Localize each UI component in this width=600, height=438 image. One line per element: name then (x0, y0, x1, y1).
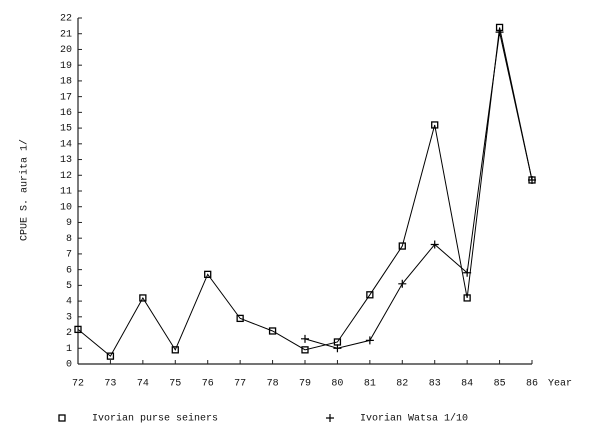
data-point (430, 240, 439, 249)
legend-label: Ivorian Watsa 1/10 (360, 413, 468, 425)
x-tick-label: 76 (202, 379, 214, 390)
legend-marker (326, 414, 334, 422)
data-point (333, 344, 342, 353)
x-tick-label: 78 (267, 379, 279, 390)
x-tick-label: 82 (396, 379, 408, 390)
x-tick-label: 81 (364, 379, 376, 390)
y-tick-label: 13 (60, 155, 72, 166)
x-tick-label: 74 (137, 379, 149, 390)
y-tick-label: 18 (60, 77, 72, 88)
series-line (304, 32, 533, 349)
data-point (431, 121, 439, 129)
y-tick-label: 12 (60, 171, 72, 182)
y-tick-label: 8 (66, 234, 72, 245)
data-point (139, 294, 147, 302)
data-point (365, 336, 374, 345)
y-tick-label: 2 (66, 328, 72, 339)
y-tick-label: 0 (66, 360, 72, 371)
x-tick-label: 73 (104, 379, 116, 390)
y-tick-label: 22 (60, 14, 72, 25)
data-point (398, 242, 406, 250)
y-tick-label: 9 (66, 218, 72, 229)
x-tick-label: 86 (526, 379, 538, 390)
x-tick-label: 80 (331, 379, 343, 390)
data-point (366, 291, 374, 299)
data-point (74, 325, 82, 334)
x-tick-label: 72 (72, 379, 84, 390)
data-point (268, 327, 277, 335)
x-tick-label: 84 (461, 379, 473, 390)
y-tick-label: 4 (66, 297, 72, 308)
y-tick-label: 19 (60, 61, 72, 72)
x-tick-label: 85 (494, 379, 506, 390)
data-point (171, 346, 179, 354)
x-tick-label: 83 (429, 379, 441, 390)
legend-marker (58, 414, 66, 422)
y-tick-label: 20 (60, 45, 72, 56)
y-tick-label: 15 (60, 124, 72, 135)
x-tick-label: 77 (234, 379, 246, 390)
data-point (106, 352, 115, 360)
y-tick-label: 14 (60, 139, 72, 150)
y-tick-label: 16 (60, 108, 72, 119)
data-point (204, 270, 212, 279)
series-line (77, 27, 533, 357)
data-point (463, 268, 472, 277)
y-axis-label: CPUE S. aurita 1/ (19, 139, 31, 241)
y-tick-label: 3 (66, 312, 72, 323)
legend-label: Ivorian purse seiners (92, 413, 218, 425)
x-tick-label: 75 (169, 379, 181, 390)
data-point (528, 175, 536, 184)
data-point (463, 294, 471, 302)
y-tick-label: 21 (60, 29, 72, 40)
y-tick-label: 6 (66, 265, 72, 276)
y-tick-label: 17 (60, 92, 72, 103)
data-point (495, 28, 504, 37)
data-point (301, 346, 309, 354)
y-tick-label: 5 (66, 281, 72, 292)
data-point (236, 314, 244, 323)
x-tick-label: 79 (299, 379, 311, 390)
y-tick-label: 1 (66, 344, 72, 355)
y-tick-label: 11 (60, 187, 72, 198)
x-axis-label: Year (548, 379, 572, 390)
data-point (398, 279, 407, 288)
data-point (301, 334, 309, 343)
y-tick-label: 7 (66, 250, 72, 261)
y-tick-label: 10 (60, 202, 72, 213)
